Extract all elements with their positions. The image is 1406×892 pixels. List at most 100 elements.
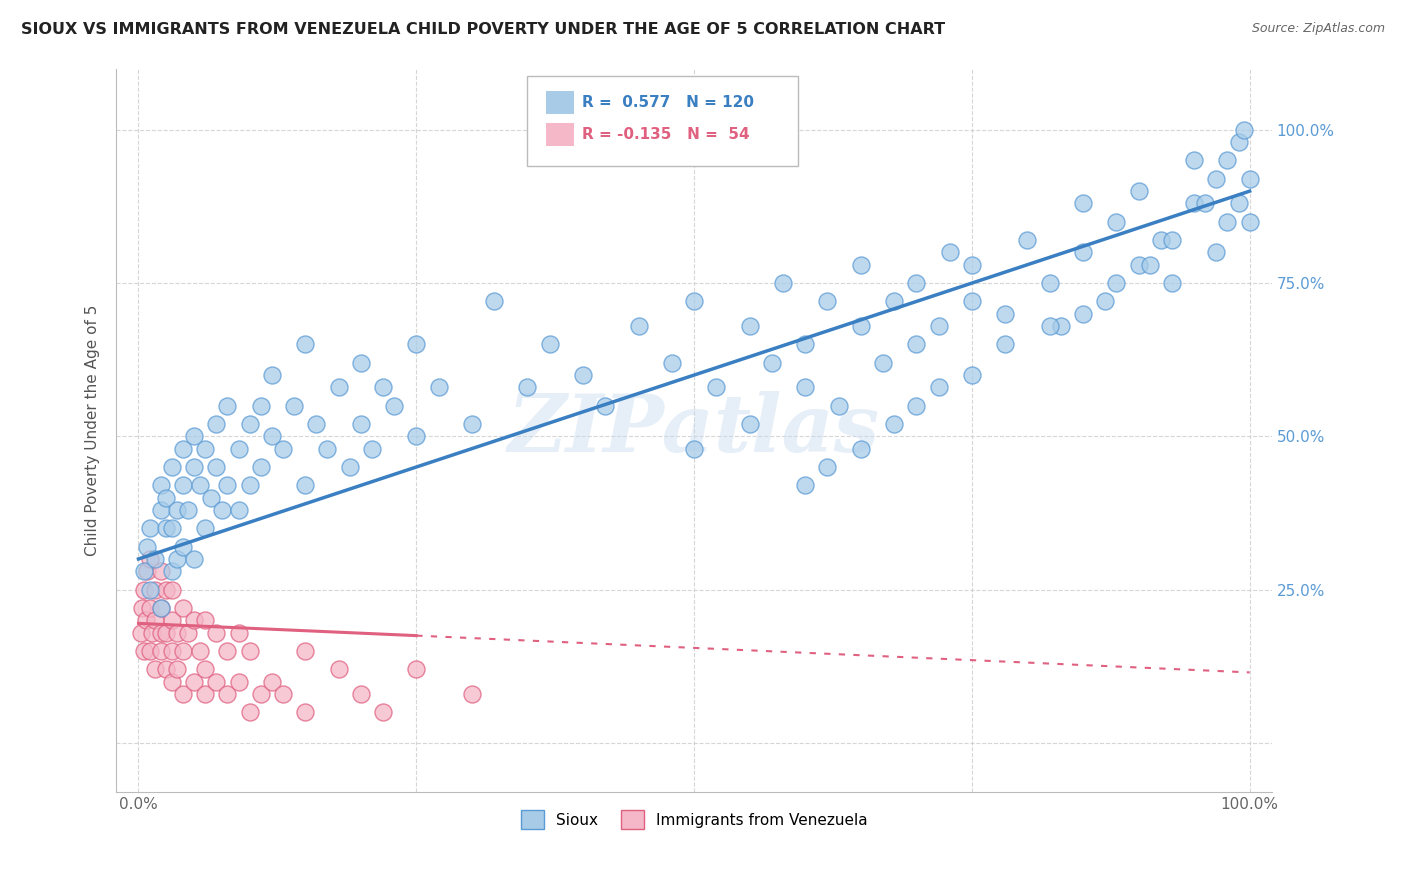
Point [160,564,183,578]
Point [239,417,262,431]
Point [200,491,222,505]
Point [1094,294,1116,309]
Point [1071,245,1094,260]
Point [905,399,928,413]
Point [328,380,350,394]
Point [160,582,183,597]
Point [160,521,183,535]
Point [1071,307,1094,321]
Point [228,625,250,640]
Point [205,417,228,431]
Point [183,460,205,475]
Point [960,294,983,309]
Point [138,552,160,566]
Point [994,337,1017,351]
Point [149,625,172,640]
Point [627,318,650,333]
Point [1017,233,1039,247]
Point [205,625,228,640]
Point [211,503,233,517]
Point [143,582,166,597]
Point [1150,233,1173,247]
Point [177,503,200,517]
Point [350,356,373,370]
Point [149,503,172,517]
Point [360,442,382,456]
Point [1039,318,1062,333]
Point [138,601,160,615]
Point [905,276,928,290]
Point [794,337,817,351]
Point [1160,276,1182,290]
Point [228,503,250,517]
Point [155,582,177,597]
Point [249,687,271,701]
Point [194,662,217,676]
Point [772,276,794,290]
Point [572,368,595,382]
Point [217,644,239,658]
Point [1182,196,1205,211]
FancyBboxPatch shape [546,91,574,114]
Point [260,429,283,443]
Point [183,613,205,627]
Point [905,337,928,351]
Point [815,460,838,475]
Point [239,644,262,658]
Point [136,540,159,554]
Point [872,356,894,370]
Point [129,625,152,640]
Point [339,460,361,475]
Point [239,478,262,492]
Point [683,294,706,309]
Point [1194,196,1216,211]
Point [1205,172,1227,186]
Point [883,294,905,309]
Point [482,294,505,309]
Point [143,613,166,627]
Point [160,674,183,689]
Point [138,521,160,535]
Point [1128,258,1150,272]
Point [177,625,200,640]
Point [155,491,177,505]
Point [188,478,211,492]
Point [661,356,683,370]
Point [155,625,177,640]
Point [738,318,761,333]
Point [160,613,183,627]
Point [141,625,163,640]
Point [738,417,761,431]
Point [305,417,328,431]
Point [132,644,155,658]
Point [166,625,188,640]
Point [135,613,157,627]
Point [427,380,450,394]
Point [155,662,177,676]
Point [405,337,427,351]
Point [160,460,183,475]
Point [271,687,294,701]
Point [205,674,228,689]
Point [516,380,538,394]
Point [166,662,188,676]
Point [1160,233,1182,247]
Point [172,644,194,658]
Point [1105,276,1128,290]
Point [461,687,484,701]
Point [994,307,1017,321]
Point [1227,135,1250,149]
Point [183,552,205,566]
Point [143,662,166,676]
Point [938,245,960,260]
Point [205,460,228,475]
Point [149,478,172,492]
Point [294,337,316,351]
Point [794,478,817,492]
Point [849,318,872,333]
Point [217,687,239,701]
Point [149,644,172,658]
Point [1071,196,1094,211]
Point [704,380,727,394]
Point [172,601,194,615]
